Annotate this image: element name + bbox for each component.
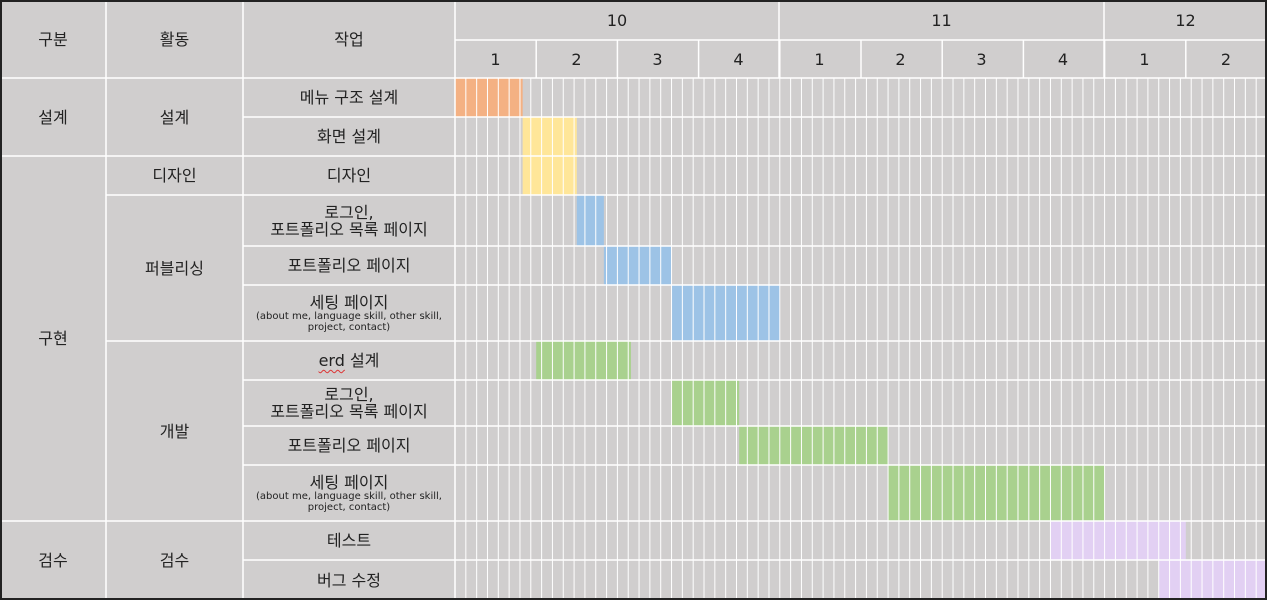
category-implementation: 구현 xyxy=(38,329,68,348)
week-label: 2 xyxy=(895,49,906,69)
category-review: 검수 xyxy=(38,551,68,570)
week-label: 2 xyxy=(1220,49,1232,69)
activity-publishing: 퍼블리싱 xyxy=(145,258,204,278)
header-category: 구분 xyxy=(38,29,68,49)
week-label: 3 xyxy=(976,49,987,69)
task-pub-settings: 세팅 페이지 (about me, language skill, other s… xyxy=(256,292,442,333)
month-label-10: 10 xyxy=(606,10,628,30)
gantt-bar xyxy=(603,246,672,285)
task-test: 테스트 xyxy=(326,531,372,550)
gantt-bar xyxy=(576,195,604,246)
gantt-bar xyxy=(455,78,523,117)
task-dev-portfolio: 포트폴리오 페이지 xyxy=(287,436,411,455)
gantt-bar xyxy=(739,426,889,465)
header-activity: 활동 xyxy=(159,29,190,49)
task-dev-login-list: 로그인, 포트폴리오 목록 페이지 xyxy=(270,385,428,421)
activity-ui-design: 디자인 xyxy=(152,166,197,185)
month-label-12: 12 xyxy=(1175,10,1196,30)
task-pub-login-list: 로그인, 포트폴리오 목록 페이지 xyxy=(270,202,428,239)
activity-review: 검수 xyxy=(159,551,190,570)
activity-design: 설계 xyxy=(159,107,190,127)
task-screen-design: 화면 설계 xyxy=(317,127,381,146)
task-bugfix: 버그 수정 xyxy=(317,570,381,590)
week-label: 4 xyxy=(1057,49,1069,69)
gantt-bar xyxy=(522,156,577,195)
month-label-11: 11 xyxy=(931,10,952,30)
header-task: 작업 xyxy=(334,29,364,49)
week-label: 2 xyxy=(571,49,582,69)
task-design: 디자인 xyxy=(326,166,372,185)
week-label: 1 xyxy=(490,49,501,69)
task-menu-structure: 메뉴 구조 설계 xyxy=(299,88,399,107)
task-dev-settings: 세팅 페이지 (about me, language skill, other s… xyxy=(256,472,442,513)
week-label: 4 xyxy=(733,49,744,69)
gantt-bar xyxy=(671,380,740,426)
task-erd: erd 설계 xyxy=(318,351,380,370)
category-design: 설계 xyxy=(38,107,68,127)
gantt-bar xyxy=(1050,521,1186,560)
week-label: 1 xyxy=(814,49,825,69)
gantt-bar xyxy=(522,117,577,156)
task-pub-portfolio: 포트폴리오 페이지 xyxy=(287,256,411,275)
week-label: 1 xyxy=(1139,49,1150,69)
gantt-bar xyxy=(536,341,631,380)
activity-development: 개발 xyxy=(159,421,190,441)
week-label: 3 xyxy=(652,49,663,69)
